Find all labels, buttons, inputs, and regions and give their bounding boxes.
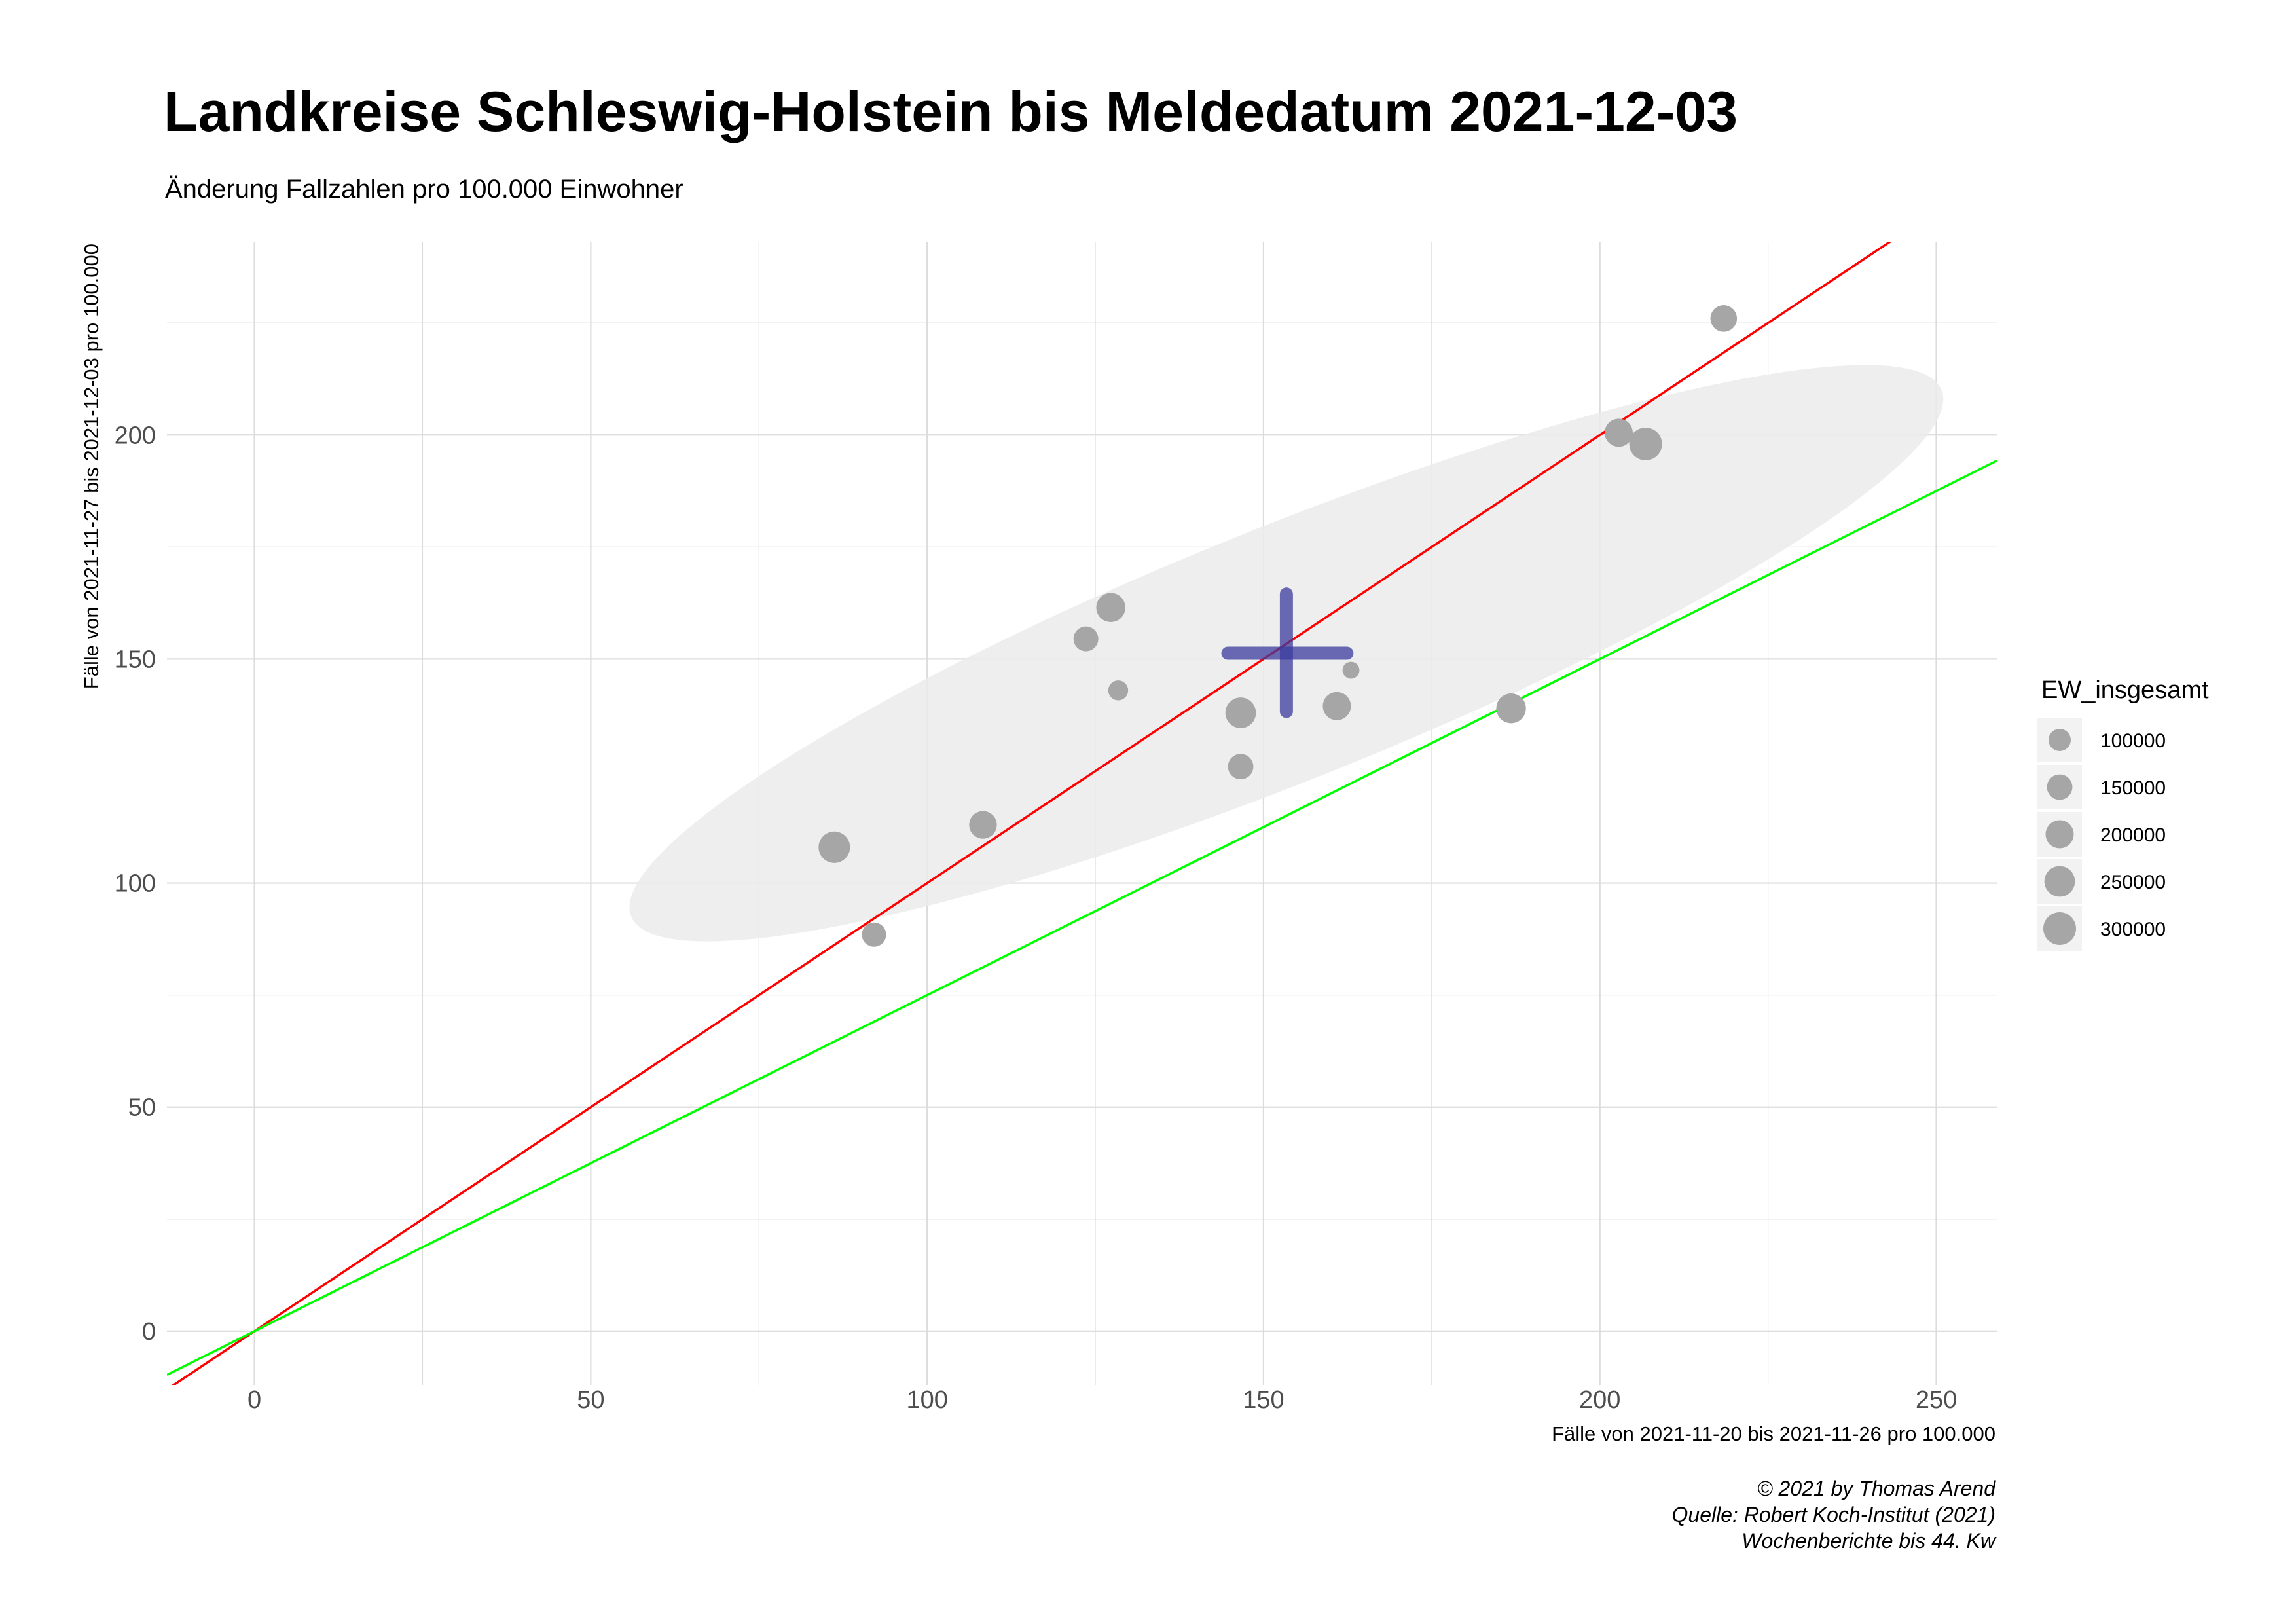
y-tick-label: 0 — [142, 1318, 156, 1346]
y-tick-label: 50 — [128, 1094, 156, 1122]
chart-subtitle: Änderung Fallzahlen pro 100.000 Einwohne… — [165, 175, 683, 204]
data-point — [1225, 697, 1256, 728]
legend-label: 300000 — [2100, 919, 2166, 940]
x-tick-label: 100 — [906, 1386, 947, 1414]
y-tick-labels: 0 50 100 150 200 — [115, 422, 156, 1346]
caption-line-1: © 2021 by Thomas Arend — [1757, 1477, 1996, 1500]
data-point — [1073, 626, 1099, 652]
legend-label: 100000 — [2100, 730, 2166, 752]
legend-title: EW_insgesamt — [2041, 676, 2209, 704]
x-tick-label: 50 — [577, 1386, 604, 1414]
legend-swatch — [2047, 774, 2073, 800]
y-tick-label: 100 — [115, 870, 156, 898]
caption: © 2021 by Thomas Arend Quelle: Robert Ko… — [1672, 1477, 1997, 1553]
data-point — [862, 922, 886, 947]
data-point — [969, 811, 997, 839]
data-point — [1108, 680, 1129, 701]
legend-label: 200000 — [2100, 824, 2166, 846]
caption-line-2: Quelle: Robert Koch-Institut (2021) — [1672, 1503, 1995, 1526]
reference-lines-layer — [167, 242, 1997, 1385]
x-tick-label: 150 — [1243, 1386, 1284, 1414]
x-tick-labels: 0 50 100 150 200 250 — [247, 1386, 1957, 1414]
legend-label: 250000 — [2100, 872, 2166, 893]
data-point — [1496, 693, 1526, 724]
x-tick-label: 250 — [1916, 1386, 1957, 1414]
data-point — [1604, 418, 1633, 447]
caption-line-3: Wochenberichte bis 44. Kw — [1741, 1529, 1997, 1553]
data-point — [1096, 593, 1125, 622]
data-point — [1710, 305, 1738, 332]
legend-swatch — [2044, 866, 2075, 897]
x-axis-label: Fälle von 2021-11-20 bis 2021-11-26 pro … — [1552, 1422, 1995, 1445]
legend-swatch — [2043, 912, 2076, 945]
legend-swatch — [2049, 729, 2071, 751]
legend-label: 150000 — [2100, 777, 2166, 799]
mean-marker-layer — [1221, 587, 1354, 718]
data-point — [818, 831, 850, 863]
legend-swatch — [2045, 820, 2074, 849]
y-tick-label: 150 — [115, 646, 156, 673]
x-tick-label: 200 — [1579, 1386, 1620, 1414]
legend: EW_insgesamt 100000 150000 200000 250000 300… — [2037, 676, 2209, 951]
data-point — [1342, 661, 1360, 679]
reference-line-decline — [167, 460, 1997, 1376]
data-point — [1228, 754, 1254, 780]
points-layer — [818, 305, 1738, 947]
y-axis-label: Fälle von 2021-11-27 bis 2021-12-03 pro … — [80, 244, 103, 689]
data-point — [1322, 692, 1351, 720]
y-tick-label: 200 — [115, 422, 156, 449]
data-point — [1629, 427, 1662, 460]
x-tick-label: 0 — [247, 1386, 261, 1414]
chart-title: Landkreise Schleswig-Holstein bis Melded… — [164, 81, 1738, 143]
reference-line-identity — [172, 242, 1891, 1385]
